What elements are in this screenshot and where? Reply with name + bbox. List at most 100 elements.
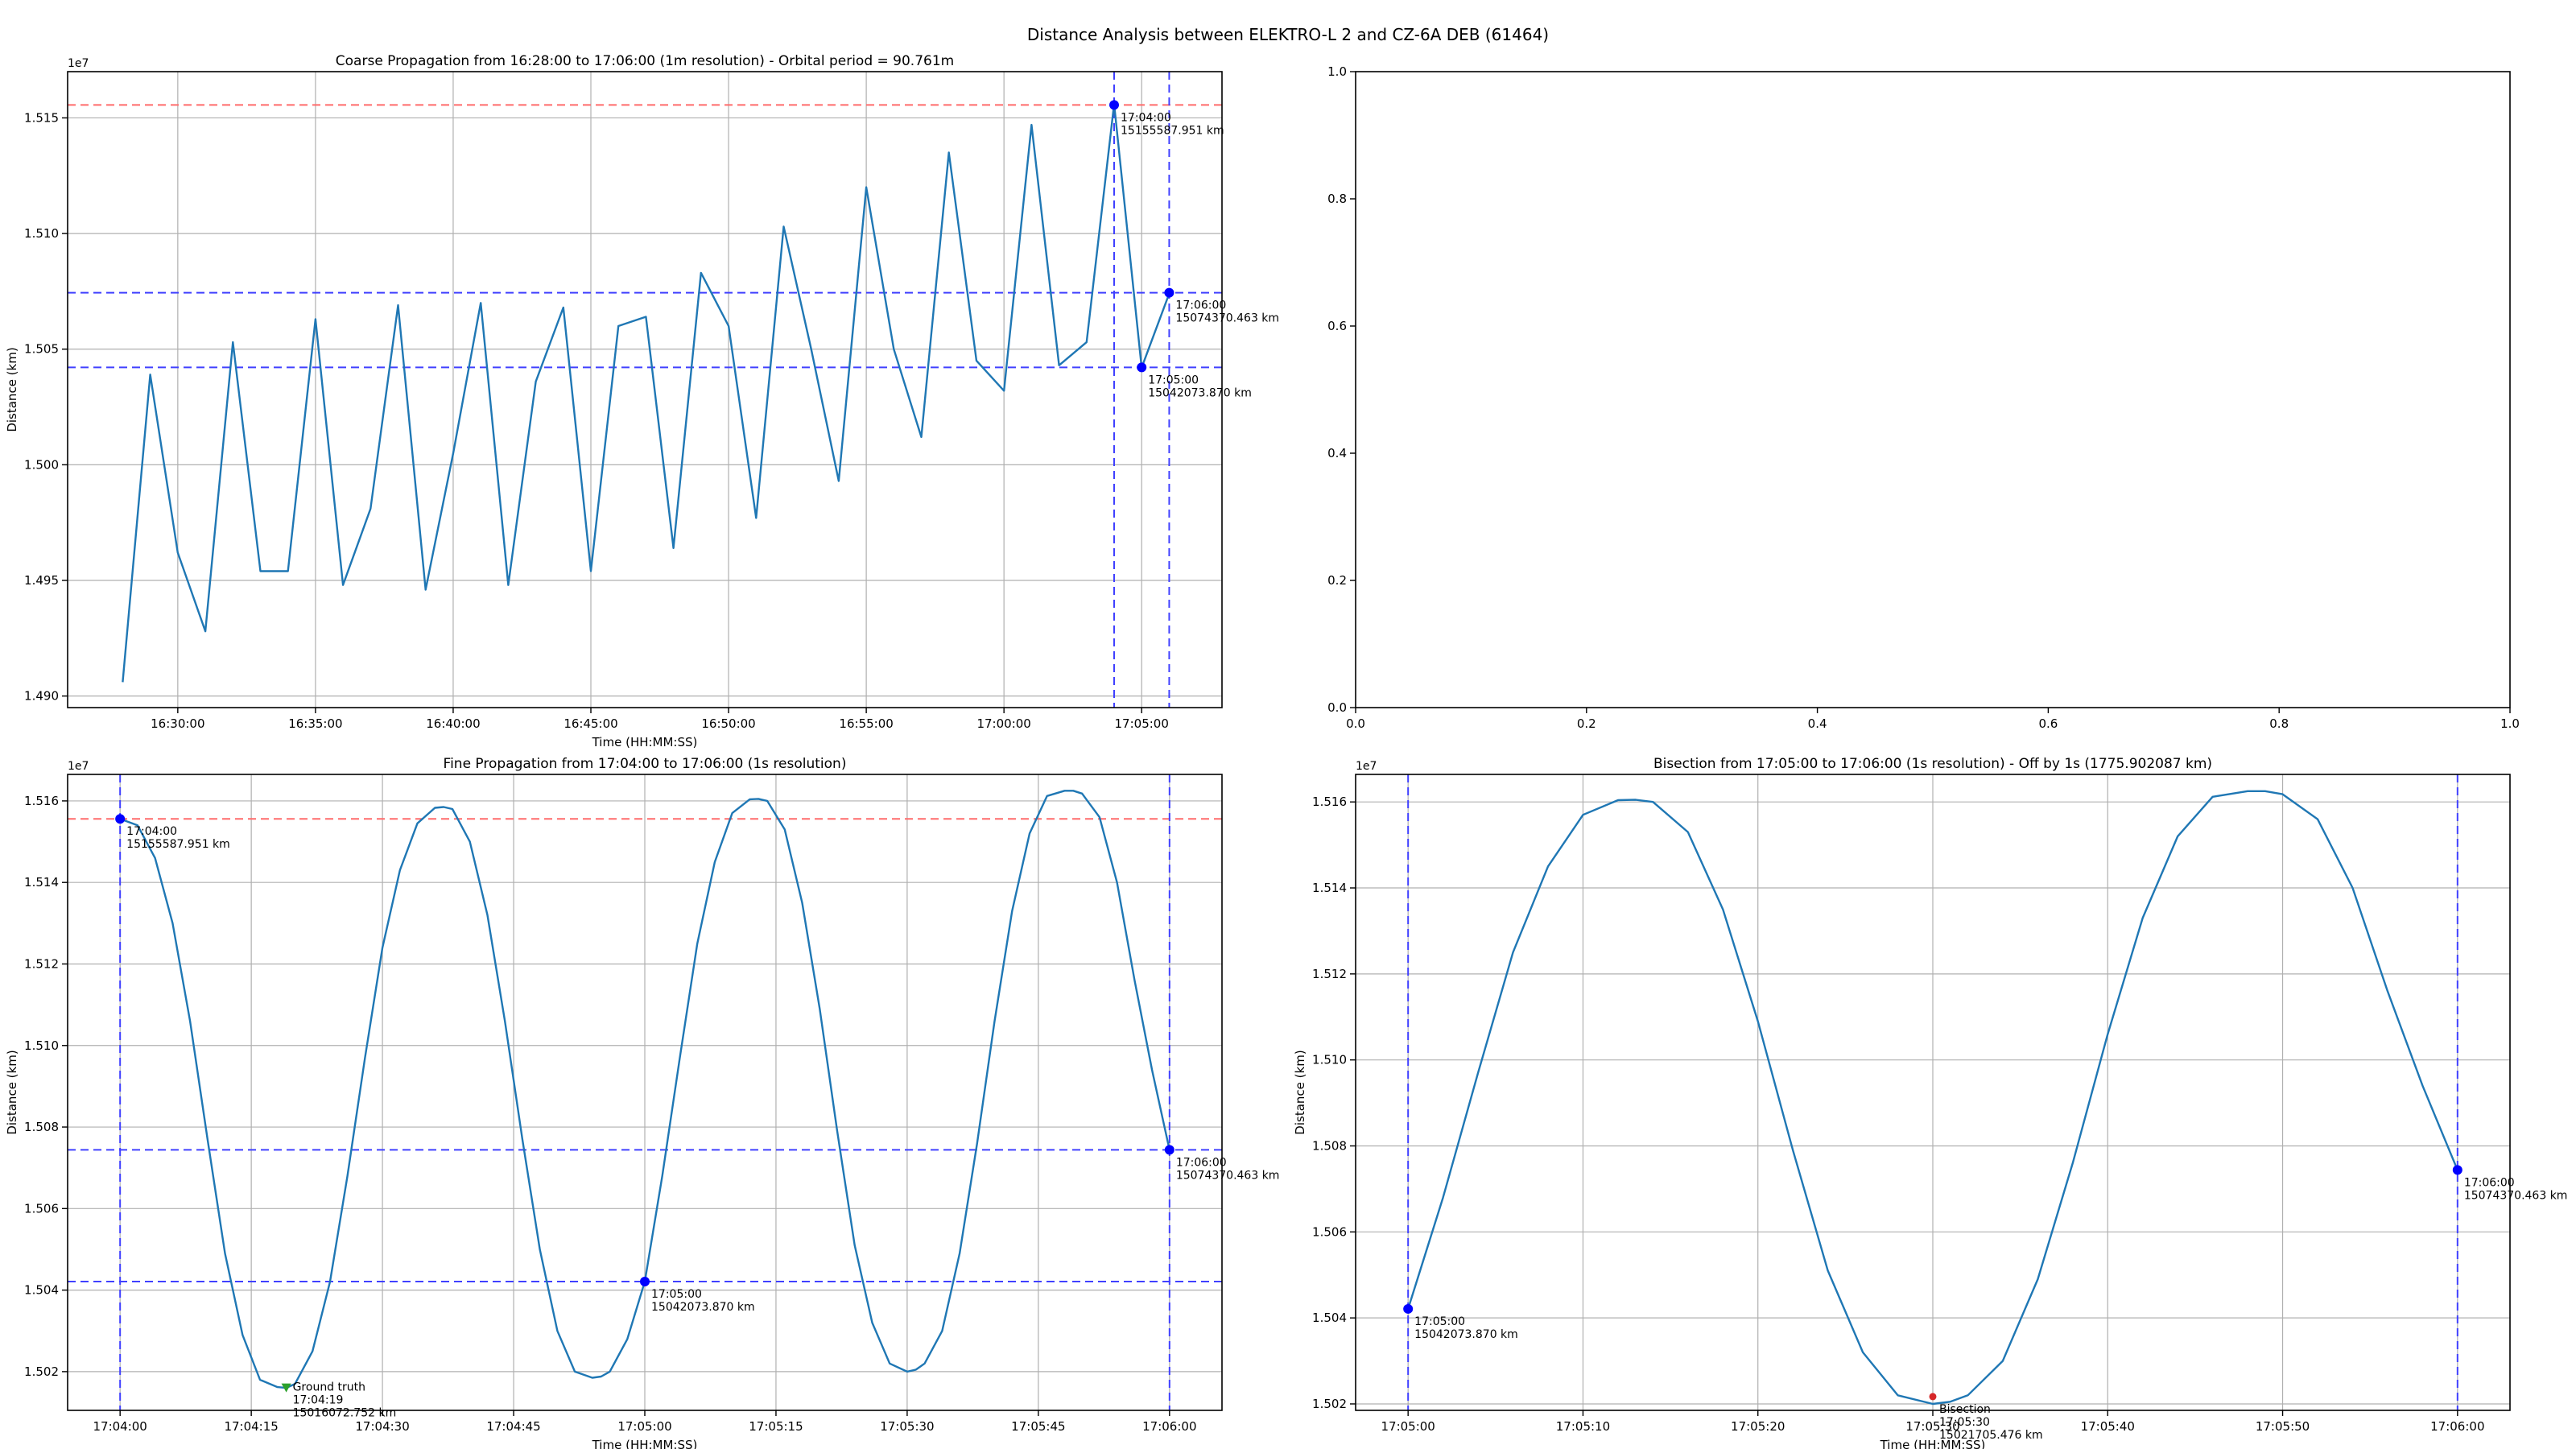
chart-empty: 0.0 0.2 0.4 0.6 0.8 1.0 0.0 0.2 0.4 0.6 0.8 1.0 [1327,64,2520,731]
y-tick-label: 1.508 [1312,1139,1347,1154]
y-tick-label: 1.506 [1312,1224,1347,1239]
data-point-marker [1137,362,1147,373]
y-tick-label: 1.510 [24,1038,59,1053]
y-offset-text: 1e7 [68,760,89,773]
y-tick-label: 1.516 [24,794,59,808]
data-point-marker [2452,1165,2462,1175]
annotation-line: 17:05:00 [651,1288,702,1301]
y-tick-label: 1.490 [24,689,59,704]
ground-truth-marker [281,1383,291,1393]
x-tick-label: 16:45:00 [564,716,617,731]
y-tick-label: 1.515 [24,110,59,125]
x-tick-label: 17:06:00 [1142,1419,1196,1434]
y-tick-label: 1.510 [1312,1053,1347,1067]
data-point-marker [1109,100,1120,110]
x-tick-label: 1.0 [2500,716,2520,731]
x-tick-label: 16:50:00 [701,716,755,731]
x-tick-label: 0.2 [1577,716,1596,731]
bisection-marker [1929,1393,1937,1401]
x-tick-label: 17:04:45 [486,1419,540,1434]
data-point-marker [1164,287,1174,298]
annotation-line: 15074370.463 km [1175,312,1279,325]
y-axis-label: Distance (km) [5,1050,19,1134]
y-offset-text: 1e7 [1356,760,1377,773]
point-annotation: 17:06:00 15074370.463 km [2464,1176,2568,1202]
series-line [122,102,1170,683]
x-tick-label: 17:06:00 [2430,1419,2484,1434]
axes-frame [67,71,1223,708]
x-tick-label: 17:05:30 [880,1419,934,1434]
y-tick-label: 1.500 [24,457,59,472]
x-tick-label: 0.8 [2269,716,2289,731]
x-tick-label: 17:05:40 [2081,1419,2135,1434]
annotation-line: 17:06:00 [2464,1176,2515,1189]
annotation-line: 15155587.951 km [126,838,230,851]
x-tick-label: 16:30:00 [151,716,204,731]
point-annotation: 17:05:00 15042073.870 km [651,1288,755,1314]
annotation-line: 15155587.951 km [1121,124,1224,137]
x-tick-label: 17:05:20 [1731,1419,1785,1434]
x-axis-label: Time (HH:MM:SS) [1880,1438,1986,1449]
x-tick-label: 17:05:45 [1011,1419,1065,1434]
x-tick-label: 0.4 [1808,716,1827,731]
x-tick-label: 17:05:15 [749,1419,803,1434]
y-tick-label: 1.512 [1312,967,1347,981]
y-tick-label: 1.502 [1312,1397,1347,1411]
annotation-line: 15021705.476 km [1939,1429,2043,1442]
point-annotation: 17:05:00 15042073.870 km [1414,1315,1518,1341]
point-annotation: Ground truth 17:04:19 15016072.752 km [293,1381,397,1420]
y-tick-label: 1.514 [24,875,59,890]
y-tick-label: 1.510 [24,226,59,241]
annotation-line: 15074370.463 km [1176,1169,1280,1182]
annotation-line: 15042073.870 km [651,1301,755,1314]
x-tick-label: 17:05:50 [2256,1419,2310,1434]
annotation-line: 15074370.463 km [2464,1189,2568,1202]
y-tick-label: 1.508 [24,1120,59,1134]
chart-coarse: 17:04:00 15155587.951 km 17:05:00 15042073.… [5,53,1279,749]
annotation-line: 17:05:00 [1414,1315,1465,1328]
annotation-line: 17:06:00 [1175,299,1226,312]
y-tick-label: 1.502 [24,1364,59,1379]
x-tick-label: 16:35:00 [288,716,342,731]
annotation-line: 17:05:30 [1939,1416,1990,1429]
annotation-line: Ground truth [293,1381,365,1394]
x-axis-label: Time (HH:MM:SS) [592,1438,698,1449]
annotation-line: 17:05:00 [1148,374,1199,386]
x-tick-label: 17:04:15 [224,1419,278,1434]
data-point-marker [115,814,126,824]
y-tick-label: 1.512 [24,956,59,971]
y-offset-text: 1e7 [68,57,89,70]
y-tick-label: 1.505 [24,342,59,357]
x-tick-label: 17:00:00 [976,716,1030,731]
y-tick-label: 0.0 [1327,700,1347,715]
chart-title: Bisection from 17:05:00 to 17:06:00 (1s … [1653,756,2212,772]
series-line [1407,790,2458,1406]
x-tick-label: 0.6 [2038,716,2058,731]
annotation-line: 17:04:00 [1121,111,1171,124]
chart-title: Fine Propagation from 17:04:00 to 17:06:… [444,756,847,772]
x-tick-label: 17:05:00 [617,1419,671,1434]
x-tick-label: 17:05:30 [1905,1419,1959,1434]
annotation-line: 15042073.870 km [1414,1328,1518,1341]
x-axis-label: Time (HH:MM:SS) [592,735,698,749]
annotation-line: 17:04:00 [126,825,177,838]
annotation-line: 15042073.870 km [1148,386,1252,399]
x-tick-label: 0.0 [1346,716,1365,731]
data-point-marker [1403,1303,1414,1314]
y-tick-label: 0.4 [1327,446,1347,460]
point-annotation: 17:04:00 15155587.951 km [1121,111,1224,137]
y-tick-label: 1.504 [1312,1311,1347,1325]
figure-suptitle: Distance Analysis between ELEKTRO-L 2 an… [1027,25,1549,44]
y-tick-label: 1.506 [24,1201,59,1216]
point-annotation: 17:04:00 15155587.951 km [126,825,230,851]
x-tick-label: 17:04:00 [93,1419,147,1434]
y-axis-label: Distance (km) [1293,1050,1307,1134]
annotation-line: 17:06:00 [1176,1156,1227,1169]
y-tick-label: 1.516 [1312,795,1347,809]
y-tick-label: 1.504 [24,1283,59,1298]
x-tick-label: 16:55:00 [839,716,893,731]
x-tick-label: 17:04:30 [355,1419,409,1434]
